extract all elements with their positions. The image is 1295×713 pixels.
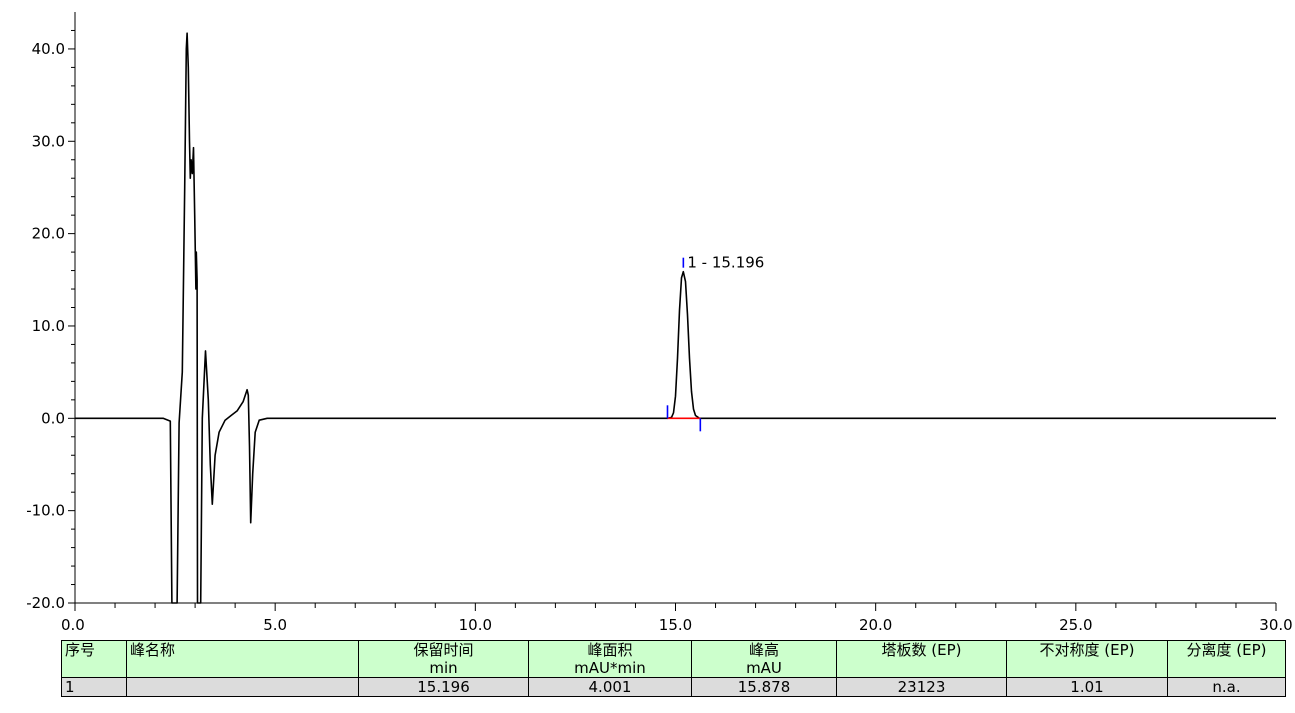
table-row: 1 15.196 4.001 15.878 23123 1.01 n.a. bbox=[61, 677, 1286, 697]
y-tick-label: -20.0 bbox=[26, 594, 65, 612]
cell-asymmetry: 1.01 bbox=[1006, 677, 1168, 697]
header-asymmetry: 不对称度 (EP) bbox=[1006, 640, 1168, 678]
x-tick-label: 25.0 bbox=[1059, 616, 1092, 634]
x-tick-label: 20.0 bbox=[859, 616, 892, 634]
header-index: 序号 bbox=[61, 640, 127, 678]
y-tick-label: 30.0 bbox=[32, 132, 65, 150]
chromatogram-chart: -20.0 -10.0 0.0 10.0 20.0 30.0 40.0 0.0 5.0 10.0 1… bbox=[26, 12, 1293, 634]
x-tick-label: 0.0 bbox=[61, 616, 85, 634]
chart-axes: -20.0 -10.0 0.0 10.0 20.0 30.0 40.0 0.0 5.0 10.0 1… bbox=[26, 12, 1293, 634]
cell-retention-time: 15.196 bbox=[358, 677, 529, 697]
cell-peak-height: 15.878 bbox=[691, 677, 837, 697]
y-tick-label: 20.0 bbox=[32, 225, 65, 243]
x-tick-label: 10.0 bbox=[459, 616, 492, 634]
header-peak-area: 峰面积 mAU*min bbox=[528, 640, 692, 678]
cell-resolution: n.a. bbox=[1167, 677, 1286, 697]
peak-table: 序号 峰名称 保留时间 min 峰面积 mAU*min 峰高 mAU 塔板数 (EP)… bbox=[61, 640, 1286, 697]
y-tick-label: 0.0 bbox=[41, 409, 65, 427]
peak-label: 1 - 15.196 bbox=[687, 254, 764, 272]
chromatogram-trace-1 bbox=[75, 32, 1276, 604]
header-retention-time: 保留时间 min bbox=[358, 640, 529, 678]
header-peak-name: 峰名称 bbox=[126, 640, 359, 678]
x-tick-label: 30.0 bbox=[1259, 616, 1292, 634]
cell-peak-area: 4.001 bbox=[528, 677, 692, 697]
chart-marks: 1 - 15.196 bbox=[75, 32, 1276, 604]
y-tick-label: 40.0 bbox=[32, 40, 65, 58]
header-peak-height: 峰高 mAU bbox=[691, 640, 837, 678]
cell-peak-name bbox=[126, 677, 359, 697]
header-resolution: 分离度 (EP) bbox=[1167, 640, 1286, 678]
header-plates: 塔板数 (EP) bbox=[836, 640, 1007, 678]
y-tick-label: -10.0 bbox=[26, 502, 65, 520]
peak-table-header-row: 序号 峰名称 保留时间 min 峰面积 mAU*min 峰高 mAU 塔板数 (EP)… bbox=[61, 640, 1286, 678]
y-tick-label: 10.0 bbox=[32, 317, 65, 335]
x-tick-label: 15.0 bbox=[659, 616, 692, 634]
x-tick-label: 5.0 bbox=[263, 616, 287, 634]
cell-plates: 23123 bbox=[836, 677, 1007, 697]
cell-index: 1 bbox=[61, 677, 127, 697]
